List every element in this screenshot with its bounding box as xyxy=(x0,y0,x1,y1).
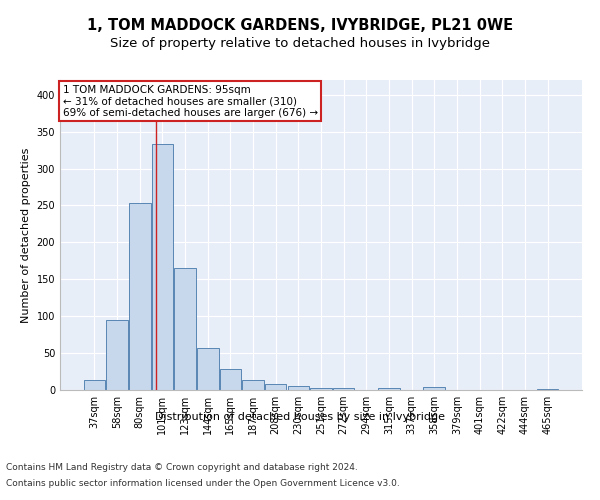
Bar xyxy=(310,388,332,390)
Text: Contains public sector information licensed under the Open Government Licence v3: Contains public sector information licen… xyxy=(6,478,400,488)
Bar xyxy=(424,387,445,390)
Bar xyxy=(378,388,400,390)
Bar xyxy=(220,368,241,390)
Text: Contains HM Land Registry data © Crown copyright and database right 2024.: Contains HM Land Registry data © Crown c… xyxy=(6,464,358,472)
Text: 1 TOM MADDOCK GARDENS: 95sqm
← 31% of detached houses are smaller (310)
69% of s: 1 TOM MADDOCK GARDENS: 95sqm ← 31% of de… xyxy=(62,84,318,118)
Bar xyxy=(287,386,309,390)
Bar xyxy=(129,204,151,390)
Bar xyxy=(242,380,264,390)
Bar xyxy=(265,384,286,390)
Bar xyxy=(152,144,173,390)
Bar xyxy=(537,388,558,390)
Y-axis label: Number of detached properties: Number of detached properties xyxy=(21,148,31,322)
Text: 1, TOM MADDOCK GARDENS, IVYBRIDGE, PL21 0WE: 1, TOM MADDOCK GARDENS, IVYBRIDGE, PL21 … xyxy=(87,18,513,32)
Bar xyxy=(333,388,355,390)
Bar xyxy=(84,380,105,390)
Text: Distribution of detached houses by size in Ivybridge: Distribution of detached houses by size … xyxy=(155,412,445,422)
Bar xyxy=(175,268,196,390)
Text: Size of property relative to detached houses in Ivybridge: Size of property relative to detached ho… xyxy=(110,38,490,51)
Bar xyxy=(197,348,218,390)
Bar xyxy=(106,320,128,390)
